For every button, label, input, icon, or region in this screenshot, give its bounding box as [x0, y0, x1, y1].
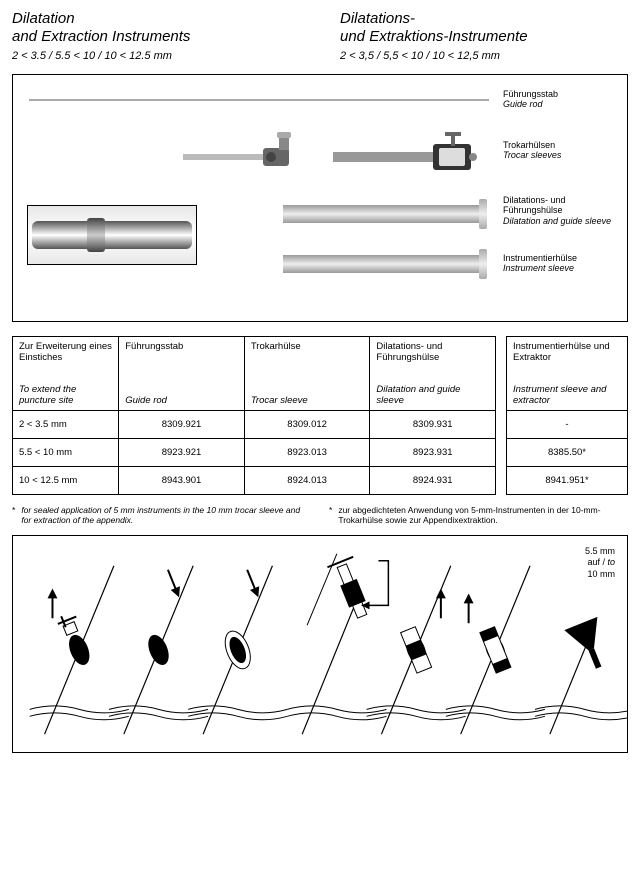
cell: 2 < 3.5 mm	[13, 411, 119, 439]
th: Dilatations- und Führungshülse	[376, 341, 489, 363]
instrument-sleeve-illustration	[283, 255, 483, 273]
cell: -	[507, 411, 628, 439]
asterisk-icon: *	[12, 505, 15, 525]
th-en: Dilatation and guide sleeve	[376, 384, 489, 406]
title-en-l1: Dilatation	[12, 10, 300, 28]
cell: 8923.921	[119, 439, 245, 467]
title-en-l2: and Extraction Instruments	[12, 28, 300, 46]
th-en: Guide rod	[125, 395, 238, 406]
table-row: -	[507, 411, 628, 439]
cell: 8309.012	[244, 411, 370, 439]
title-de-l1: Dilatations-	[340, 10, 628, 28]
label-text: 10 mm	[585, 569, 615, 580]
table-row: 8941.951*	[507, 467, 628, 495]
cell: 8309.931	[370, 411, 496, 439]
label-trocar: Trokarhülsen Trocar sleeves	[503, 140, 561, 161]
tables-row: Zur Erweiterung eines Einstiches To exten…	[12, 336, 628, 495]
th: Führungsstab	[125, 341, 238, 352]
th: Instrumentierhülse und Extraktor	[513, 341, 621, 363]
side-table: Instrumentierhülse und Extraktor Instrume…	[506, 336, 628, 495]
guide-rod-illustration	[29, 99, 489, 101]
label-instrument: Instrumentierhülse Instrument sleeve	[503, 253, 577, 274]
th-en: Instrument sleeve and extractor	[513, 384, 621, 406]
product-image-panel: Führungsstab Guide rod Trokarhülsen	[12, 74, 628, 322]
label-text: Dilatations- und Führungshülse	[503, 195, 566, 215]
label-text: Trokarhülsen	[503, 140, 555, 150]
label-text: Instrumentierhülse	[503, 253, 577, 263]
header-left: Dilatation and Extraction Instruments 2 …	[12, 10, 300, 62]
label-text-en: Guide rod	[503, 99, 558, 109]
th-en: To extend the puncture site	[19, 384, 112, 406]
cell: 8923.013	[244, 439, 370, 467]
cell: 8941.951*	[507, 467, 628, 495]
footnote-text: for sealed application of 5 mm instrumen…	[21, 505, 311, 525]
footnote-text: zur abgedichteten Anwendung von 5-mm-Ins…	[338, 505, 628, 525]
cell: 8309.921	[119, 411, 245, 439]
header: Dilatation and Extraction Instruments 2 …	[12, 10, 628, 62]
detail-illustration	[27, 205, 197, 265]
label-dilatation: Dilatations- und Führungshülse Dilatatio…	[503, 195, 613, 226]
cell: 8924.931	[370, 467, 496, 495]
header-right: Dilatations- und Extraktions-Instrumente…	[340, 10, 628, 62]
th: Zur Erweiterung eines Einstiches	[19, 341, 112, 363]
main-table: Zur Erweiterung eines Einstiches To exten…	[12, 336, 496, 495]
cell: 8924.013	[244, 467, 370, 495]
table-row: 8385.50*	[507, 439, 628, 467]
table-row: 5.5 < 10 mm 8923.921 8923.013 8923.931	[13, 439, 496, 467]
label-text-en: Dilatation and guide sleeve	[503, 216, 613, 226]
cell: 5.5 < 10 mm	[13, 439, 119, 467]
label-text-en: Instrument sleeve	[503, 263, 577, 273]
steps-size-label: 5.5 mm auf / to 10 mm	[585, 546, 615, 580]
label-text-en: Trocar sleeves	[503, 150, 561, 160]
steps-diagram	[13, 536, 627, 752]
steps-panel: 5.5 mm auf / to 10 mm	[12, 535, 628, 753]
title-de-l2: und Extraktions-Instrumente	[340, 28, 628, 46]
footnotes: * for sealed application of 5 mm instrum…	[12, 505, 628, 525]
cell: 8943.901	[119, 467, 245, 495]
label-text: auf / to	[585, 557, 615, 568]
subtitle-en: 2 < 3.5 / 5.5 < 10 / 10 < 12.5 mm	[12, 50, 300, 62]
cell: 10 < 12.5 mm	[13, 467, 119, 495]
label-text: 5.5 mm	[585, 546, 615, 557]
th-en: Trocar sleeve	[251, 395, 364, 406]
table-row: 10 < 12.5 mm 8943.901 8924.013 8924.931	[13, 467, 496, 495]
trocar-illustration	[183, 130, 483, 185]
table-row: 2 < 3.5 mm 8309.921 8309.012 8309.931	[13, 411, 496, 439]
footnote-en: * for sealed application of 5 mm instrum…	[12, 505, 311, 525]
subtitle-de: 2 < 3,5 / 5,5 < 10 / 10 < 12,5 mm	[340, 50, 628, 62]
cell: 8385.50*	[507, 439, 628, 467]
footnote-de: * zur abgedichteten Anwendung von 5-mm-I…	[329, 505, 628, 525]
th: Trokarhülse	[251, 341, 364, 352]
dilatation-sleeve-illustration	[283, 205, 483, 223]
label-text: Führungsstab	[503, 89, 558, 99]
label-guide-rod: Führungsstab Guide rod	[503, 89, 558, 110]
cell: 8923.931	[370, 439, 496, 467]
asterisk-icon: *	[329, 505, 332, 525]
